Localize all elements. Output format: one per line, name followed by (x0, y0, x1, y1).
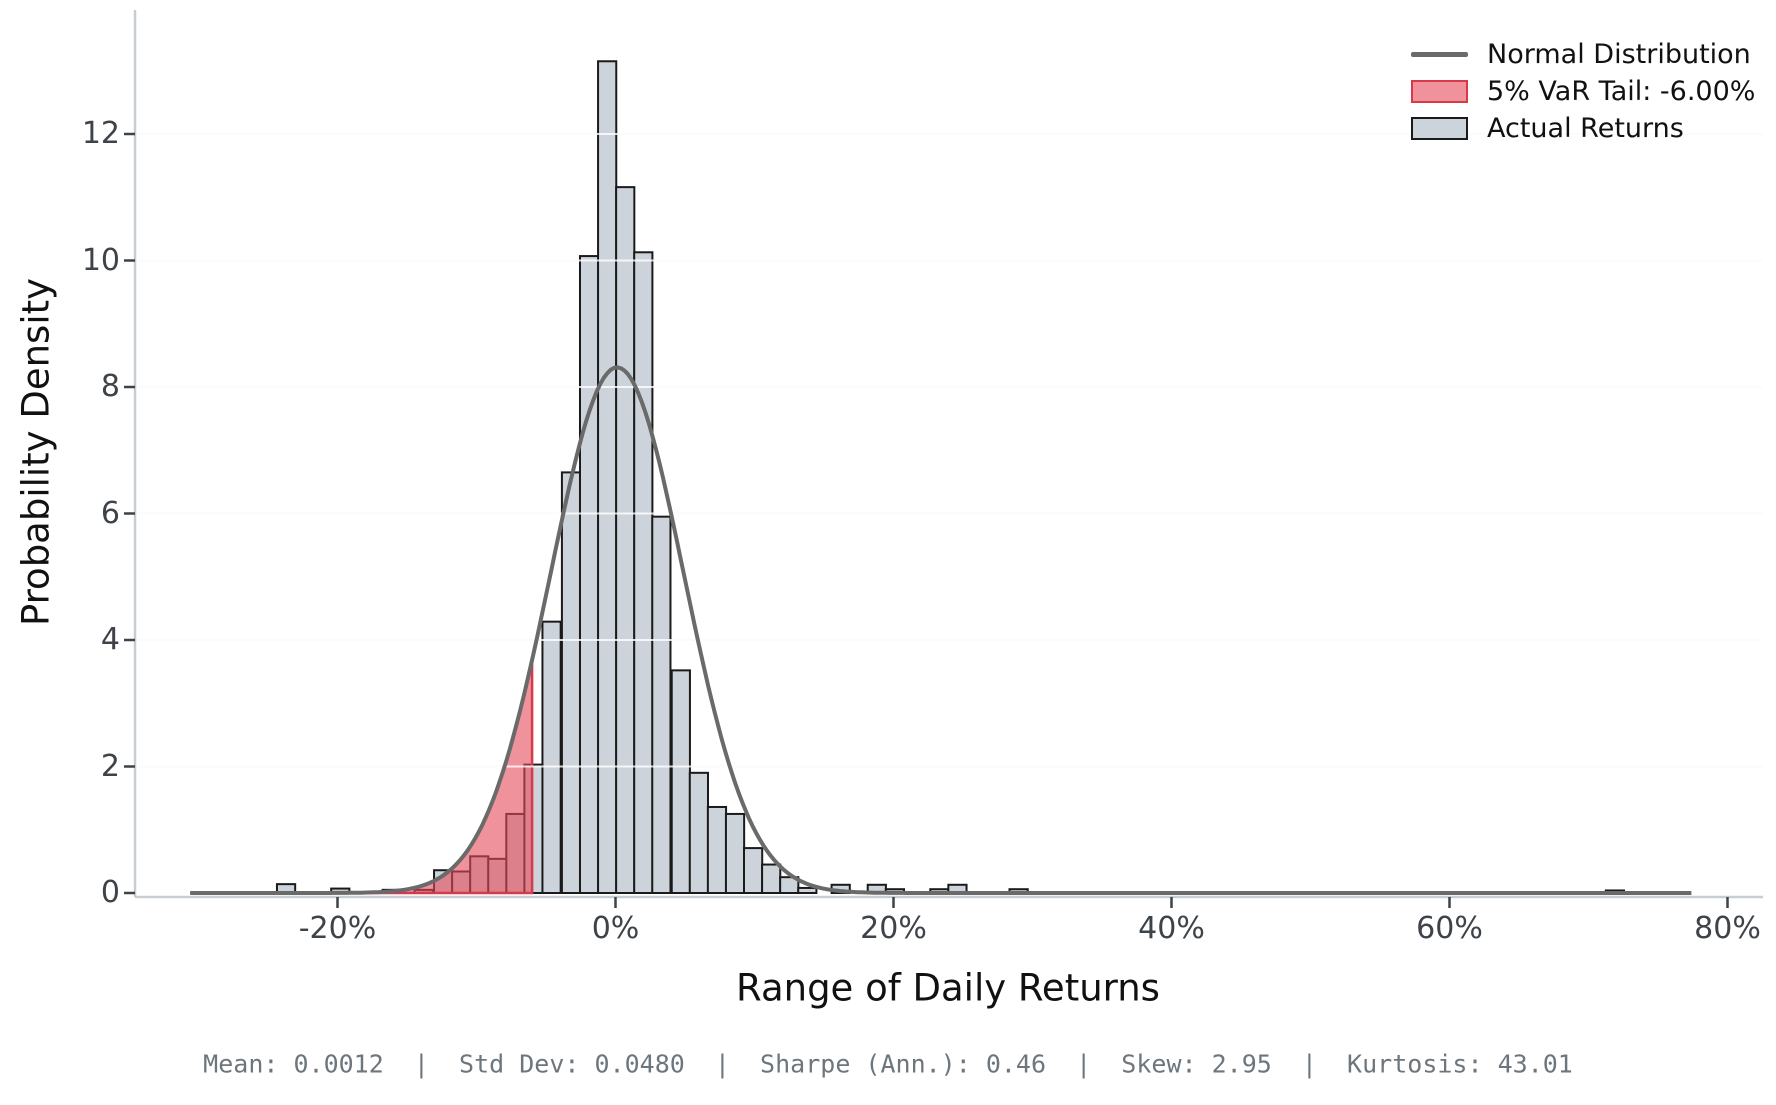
legend-label: Actual Returns (1487, 113, 1684, 144)
legend-patch-swatch (1411, 80, 1468, 103)
x-tick-label: 60% (1416, 911, 1483, 946)
legend-line-swatch (1411, 51, 1468, 57)
histogram-bar (541, 620, 562, 894)
y-axis-label: Probability Density (14, 277, 58, 627)
y-tick-label: 10 (81, 242, 120, 278)
legend-item: 5% VaR Tail: -6.00% (1411, 72, 1755, 112)
histogram-bar (633, 251, 654, 894)
legend-patch-swatch (1411, 117, 1468, 140)
x-tick-label: 20% (860, 911, 927, 946)
y-tick-label: 0 (100, 875, 120, 910)
normal-curve (190, 365, 1692, 895)
histogram-bar (597, 60, 618, 894)
histogram-bar (743, 847, 764, 895)
y-tick-label: 4 (100, 622, 120, 657)
histogram-bar (688, 771, 710, 895)
y-tick-label: 12 (81, 116, 120, 151)
histogram-bar (651, 515, 672, 894)
x-tick-label: 80% (1694, 911, 1761, 946)
histogram-bar (578, 255, 600, 894)
histogram-bar (706, 805, 728, 894)
histogram-bar (797, 886, 818, 895)
var-tail-area (190, 659, 534, 895)
legend-item: Actual Returns (1411, 109, 1684, 149)
histogram-bar (615, 186, 636, 894)
x-axis-label: Range of Daily Returns (736, 966, 1160, 1010)
y-tick-label: 2 (100, 748, 120, 784)
y-tick-label: 6 (100, 495, 120, 531)
histogram-bar (560, 471, 582, 894)
histogram-bar (779, 876, 800, 894)
histogram-bar (670, 669, 691, 894)
x-tick-label: 0% (591, 911, 640, 946)
histogram-bar (724, 812, 746, 894)
legend-label: Normal Distribution (1487, 38, 1751, 70)
stats-bar: Mean: 0.0012 | Std Dev: 0.0480 | Sharpe … (203, 1049, 1573, 1079)
x-tick-label: -20% (298, 911, 377, 946)
legend-item: Normal Distribution (1411, 34, 1751, 74)
legend-label: 5% VaR Tail: -6.00% (1487, 76, 1756, 107)
histogram-bar (761, 863, 782, 894)
x-tick-label: 40% (1138, 911, 1205, 946)
y-tick-label: 8 (100, 369, 120, 404)
